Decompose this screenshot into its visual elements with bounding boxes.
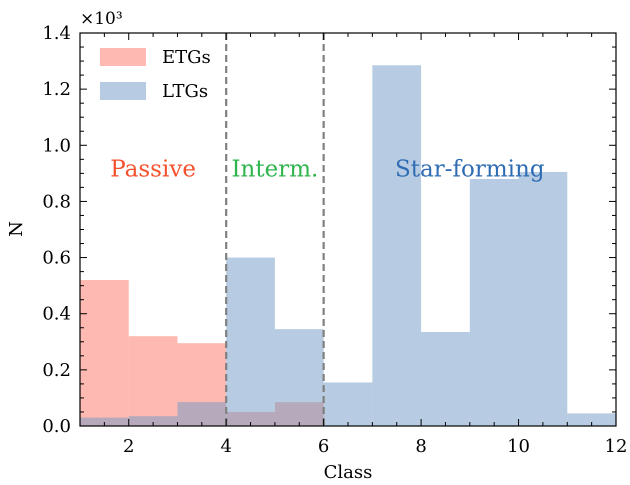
y-tick-label: 0.0 xyxy=(42,416,71,437)
x-tick-label: 2 xyxy=(123,436,134,457)
y-tick-label: 1.0 xyxy=(42,135,71,156)
ltgs-bar-1 xyxy=(80,417,129,426)
x-tick-label: 12 xyxy=(605,436,628,457)
y-multiplier-label: ×10³ xyxy=(80,9,123,29)
ltgs-bar-11 xyxy=(567,413,616,426)
annotation-passive: Passive xyxy=(110,156,196,182)
y-tick-label: 0.6 xyxy=(42,248,71,269)
etgs-bar-1 xyxy=(80,280,129,426)
x-tick-label: 8 xyxy=(415,436,426,457)
ltgs-bar-8 xyxy=(421,331,470,426)
ltgs-bar-9 xyxy=(469,178,519,426)
y-tick-label: 0.4 xyxy=(42,304,71,325)
legend-label-etgs: ETGs xyxy=(162,47,211,68)
legend-label-ltgs: LTGs xyxy=(162,81,208,102)
legend-swatch-ltgs xyxy=(100,82,146,100)
x-axis-label: Class xyxy=(324,462,373,483)
ltgs-bar-2 xyxy=(128,416,178,426)
y-tick-label: 1.4 xyxy=(42,23,71,44)
y-tick-label: 0.2 xyxy=(42,360,71,381)
region-annotations: Passive Interm. Star-forming xyxy=(110,156,545,182)
annotation-interm: Interm. xyxy=(231,156,318,182)
ltgs-bar-3 xyxy=(177,402,227,426)
x-tick-label: 6 xyxy=(318,436,329,457)
ltgs-bar-10 xyxy=(518,171,568,426)
y-axis-label: N xyxy=(6,221,27,237)
ltgs-bar-7 xyxy=(372,65,422,427)
ltgs-bar-4 xyxy=(226,257,275,426)
annotation-star-forming: Star-forming xyxy=(395,156,545,182)
plot-frame xyxy=(79,32,617,427)
y-tick-label: 1.2 xyxy=(42,79,71,100)
legend-swatch-etgs xyxy=(100,48,146,66)
y-tick-label: 0.8 xyxy=(42,191,71,212)
ltgs-bar-5 xyxy=(274,329,324,426)
legend: ETGs LTGs xyxy=(100,47,211,102)
ltgs-bar-6 xyxy=(323,382,373,426)
x-tick-label: 10 xyxy=(507,436,530,457)
ltg-bars xyxy=(80,65,616,427)
tick-labels: 2 4 6 8 10 12 0.0 0.2 0.4 0.6 0.8 1.0 1.2 1.4 xyxy=(42,23,627,457)
etgs-bar-2 xyxy=(128,336,178,426)
x-tick-label: 4 xyxy=(220,436,231,457)
